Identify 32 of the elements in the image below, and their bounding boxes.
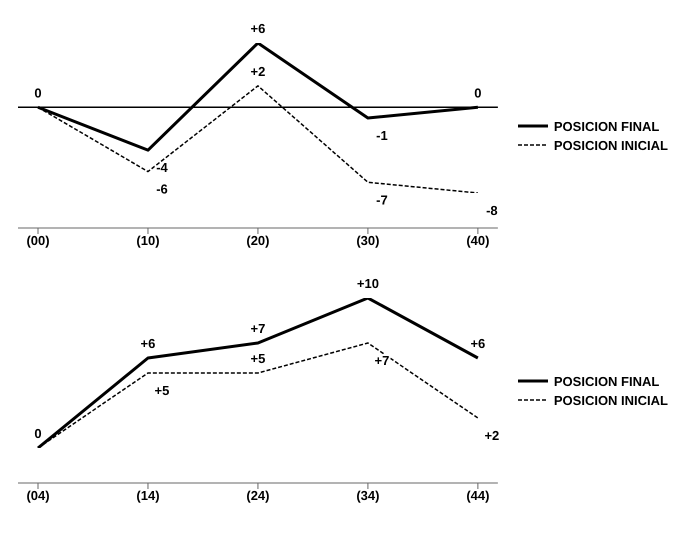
data-label: +10 (356, 276, 379, 291)
data-label: 0 (474, 85, 482, 100)
data-label: +2 (250, 64, 266, 79)
legend-label: POSICION INICIAL (554, 392, 668, 408)
data-label: 0 (34, 85, 42, 100)
data-label: +6 (140, 336, 156, 351)
data-label: +7 (250, 321, 266, 336)
data-label: 0 (34, 426, 42, 441)
data-label: -4 (156, 160, 169, 176)
data-label: +5 (154, 383, 170, 398)
x-tick-label: (40) (466, 233, 490, 248)
x-tick-label: (10) (136, 233, 160, 248)
data-label: +6 (470, 336, 486, 351)
x-tick-label: (44) (466, 488, 490, 504)
x-tick-label: (24) (246, 488, 270, 504)
data-label: +2 (484, 428, 500, 443)
data-label: +7 (374, 353, 390, 368)
data-label: -1 (376, 128, 388, 143)
x-tick-label: (04) (26, 488, 50, 504)
x-tick-label: (20) (246, 233, 270, 248)
legend-label: POSICION INICIAL (554, 138, 668, 152)
legend-label: POSICION FINAL (554, 374, 660, 388)
data-label: +5 (250, 351, 266, 366)
data-label: -7 (376, 192, 388, 208)
x-tick-label: (00) (26, 233, 50, 248)
data-label: -8 (486, 203, 498, 218)
x-tick-label: (14) (136, 488, 160, 504)
x-tick-label: (30) (356, 233, 380, 248)
legend-label: POSICION FINAL (554, 118, 660, 134)
x-tick-label: (34) (356, 488, 380, 504)
data-label: +6 (250, 21, 266, 36)
data-label: -6 (156, 182, 168, 197)
